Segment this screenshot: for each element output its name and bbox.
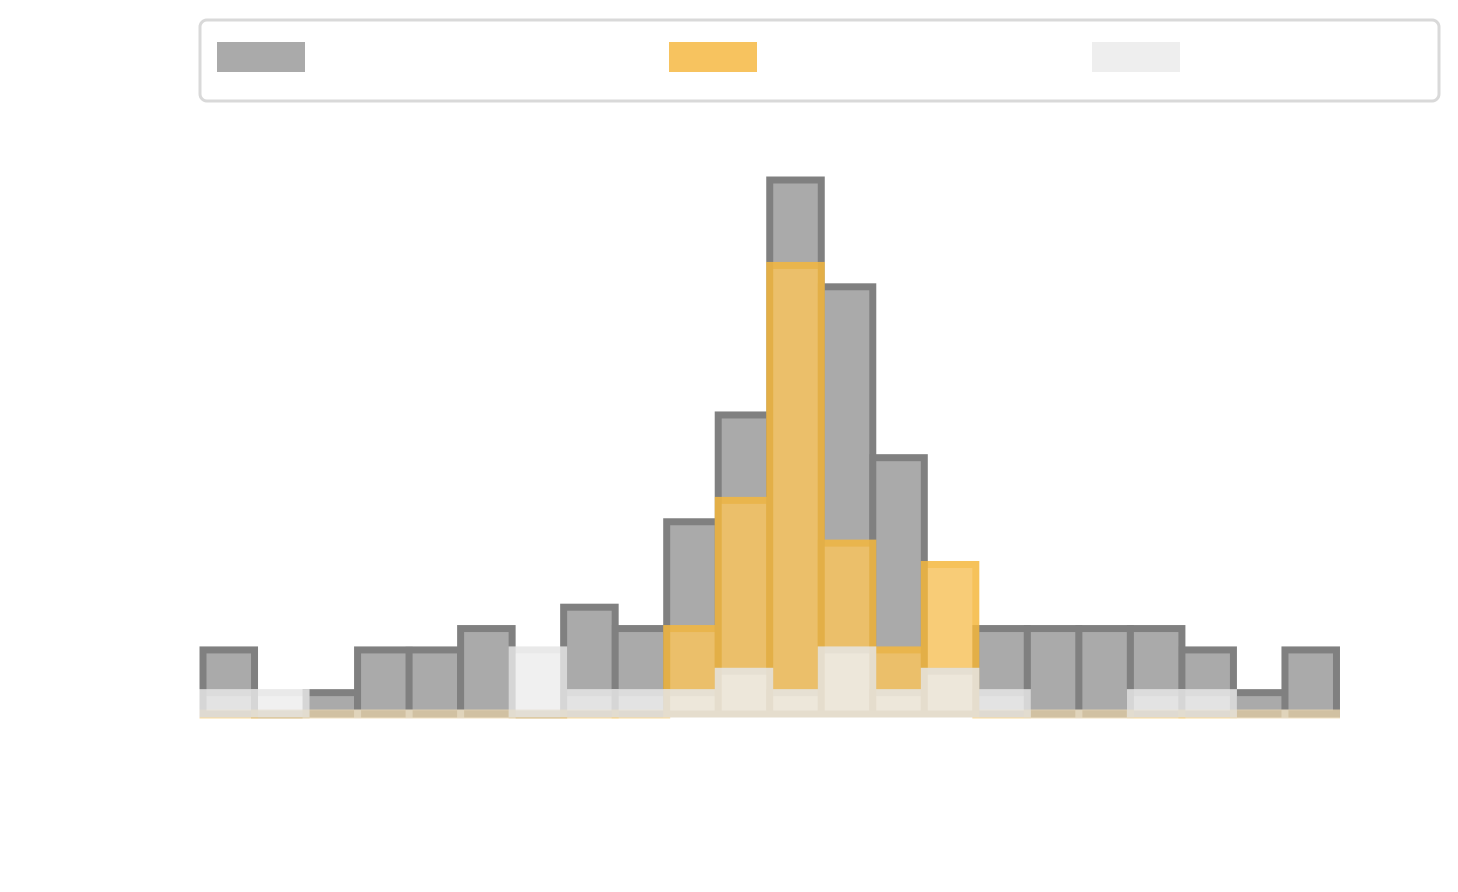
histogram-bar	[251, 689, 310, 718]
histogram-bar	[560, 689, 619, 718]
legend-swatch-series-1	[217, 42, 305, 72]
legend-swatch-series-2	[669, 42, 757, 72]
histogram-bar	[1023, 625, 1083, 718]
legend-swatch-series-3	[1092, 42, 1180, 72]
histogram-bar	[1075, 709, 1134, 719]
histogram-bar	[354, 646, 413, 718]
histogram-bar	[457, 709, 516, 719]
legend	[198, 18, 1441, 103]
histogram-bar	[920, 667, 980, 718]
histogram-bar	[1281, 709, 1340, 719]
histogram-bar	[766, 261, 825, 718]
histogram-bar	[405, 646, 465, 718]
legend-frame	[198, 18, 1441, 103]
plot-area	[199, 176, 1340, 719]
histogram-bar	[405, 709, 465, 719]
histogram-bar	[302, 709, 362, 719]
histogram-bar	[457, 625, 516, 718]
histogram-bar	[817, 646, 877, 718]
histogram-bar	[1229, 709, 1289, 719]
histogram-bar	[611, 689, 671, 718]
histogram-bar	[766, 689, 825, 718]
histogram-bar	[199, 689, 259, 718]
histogram-bar	[1126, 689, 1186, 718]
histogram-bar	[354, 709, 413, 719]
histogram-bar	[663, 689, 722, 718]
histogram-bar	[972, 689, 1031, 718]
histogram-bar	[1075, 625, 1134, 718]
histogram-bar	[1281, 646, 1340, 718]
series-3	[199, 646, 1340, 719]
histogram-bar	[1023, 709, 1083, 719]
histogram-bar	[714, 667, 774, 718]
histogram-bar	[1178, 689, 1237, 718]
histogram-bar	[869, 689, 928, 718]
histogram-bar	[508, 646, 568, 718]
